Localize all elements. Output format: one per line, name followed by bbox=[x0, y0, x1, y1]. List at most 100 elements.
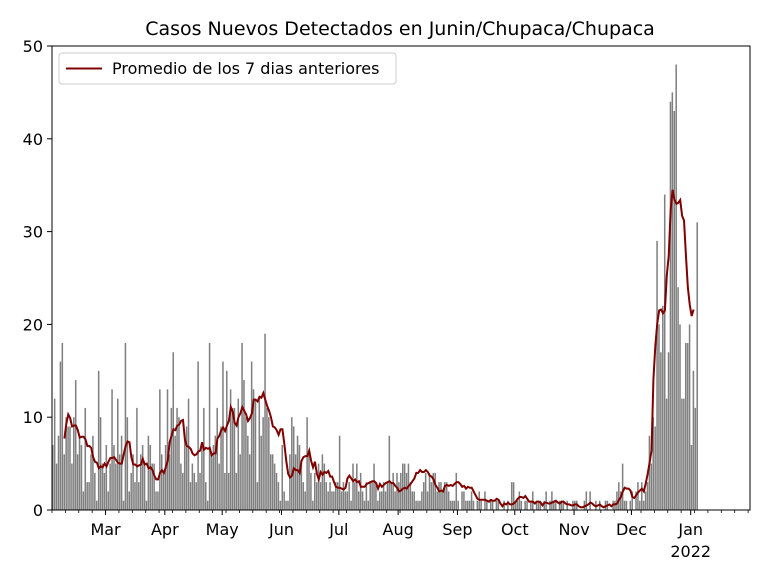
bar bbox=[92, 435, 94, 510]
bar bbox=[304, 491, 306, 510]
bar bbox=[115, 463, 117, 510]
bar bbox=[394, 491, 396, 510]
bar bbox=[147, 435, 150, 510]
bar bbox=[415, 500, 417, 510]
x-tick-label: Jun bbox=[268, 520, 294, 539]
bar bbox=[461, 491, 463, 510]
bar bbox=[180, 463, 182, 510]
bar bbox=[373, 463, 375, 510]
bar bbox=[149, 445, 152, 510]
bar bbox=[333, 491, 335, 510]
bar bbox=[444, 482, 446, 510]
bar bbox=[512, 482, 515, 510]
bar bbox=[644, 491, 647, 510]
bar bbox=[507, 500, 509, 510]
bar bbox=[681, 398, 683, 510]
bar bbox=[63, 454, 65, 510]
bar bbox=[178, 417, 180, 510]
bar bbox=[204, 482, 207, 510]
bar bbox=[625, 500, 628, 510]
bar bbox=[208, 342, 211, 510]
bar bbox=[237, 398, 240, 510]
bar bbox=[526, 500, 528, 510]
bar bbox=[642, 500, 645, 510]
bar bbox=[229, 389, 232, 510]
bar bbox=[386, 482, 389, 510]
bar bbox=[646, 482, 649, 510]
x-tick-label: Apr bbox=[151, 520, 179, 539]
bar bbox=[136, 407, 138, 510]
bar bbox=[677, 287, 679, 510]
chart-title: Casos Nuevos Detectados en Junin/Chupaca… bbox=[145, 18, 655, 40]
bar bbox=[618, 482, 620, 510]
bar bbox=[619, 491, 622, 510]
bar bbox=[161, 454, 163, 510]
y-tick-label: 50 bbox=[23, 37, 43, 56]
bar bbox=[239, 454, 241, 510]
bar bbox=[390, 482, 393, 510]
bar bbox=[107, 491, 109, 510]
bar bbox=[162, 472, 165, 510]
bar bbox=[124, 342, 127, 510]
bar bbox=[294, 454, 297, 510]
bar bbox=[656, 240, 658, 510]
x-tick-label: May bbox=[206, 520, 239, 539]
bar bbox=[277, 482, 280, 510]
bar-series bbox=[52, 64, 698, 511]
bar bbox=[86, 482, 88, 510]
bar bbox=[384, 491, 387, 510]
bar bbox=[554, 500, 557, 510]
bar bbox=[421, 491, 423, 510]
x-tick-label: Aug bbox=[383, 520, 414, 539]
bar bbox=[195, 482, 197, 510]
x-tick-label: Jan bbox=[677, 520, 703, 539]
bar bbox=[438, 482, 440, 510]
bar bbox=[545, 491, 547, 510]
bar bbox=[683, 398, 685, 510]
x-tick-label: Sep bbox=[442, 520, 472, 539]
bar bbox=[268, 417, 270, 510]
y-tick-label: 20 bbox=[23, 315, 43, 334]
bar bbox=[101, 463, 104, 510]
bar bbox=[489, 500, 492, 510]
bar bbox=[317, 463, 320, 510]
bar bbox=[315, 482, 318, 510]
bar bbox=[352, 463, 354, 510]
bar bbox=[553, 500, 555, 510]
bar bbox=[182, 472, 184, 510]
bar bbox=[690, 445, 693, 510]
bar bbox=[61, 342, 64, 510]
bar bbox=[247, 435, 249, 510]
bar bbox=[357, 491, 360, 510]
bar bbox=[658, 324, 660, 510]
bar bbox=[342, 482, 345, 510]
bar bbox=[616, 491, 618, 510]
bar bbox=[518, 491, 521, 510]
bar bbox=[543, 500, 545, 510]
bar bbox=[248, 454, 251, 510]
bar bbox=[312, 500, 314, 510]
y-tick-label: 10 bbox=[23, 408, 43, 427]
bar bbox=[233, 407, 236, 510]
bar bbox=[224, 472, 226, 510]
bar bbox=[298, 445, 301, 510]
x-tick-label: Dec bbox=[616, 520, 647, 539]
bar bbox=[422, 482, 425, 510]
bar bbox=[59, 361, 62, 510]
bar bbox=[663, 194, 666, 511]
x-axis: Mar Apr May Jun Jul Aug Sep Oct Nov Dec Jan 2022 bbox=[51, 510, 749, 561]
bar bbox=[260, 435, 262, 510]
bar bbox=[413, 491, 415, 510]
bar bbox=[95, 500, 98, 510]
bar bbox=[639, 500, 641, 510]
bar bbox=[103, 472, 106, 510]
bar bbox=[235, 472, 238, 510]
bar bbox=[688, 324, 691, 510]
bar bbox=[356, 463, 358, 510]
bar bbox=[71, 463, 73, 510]
bar bbox=[222, 361, 224, 510]
bar bbox=[291, 417, 293, 510]
bar bbox=[176, 407, 178, 510]
bar bbox=[159, 389, 161, 510]
bar bbox=[226, 370, 228, 510]
